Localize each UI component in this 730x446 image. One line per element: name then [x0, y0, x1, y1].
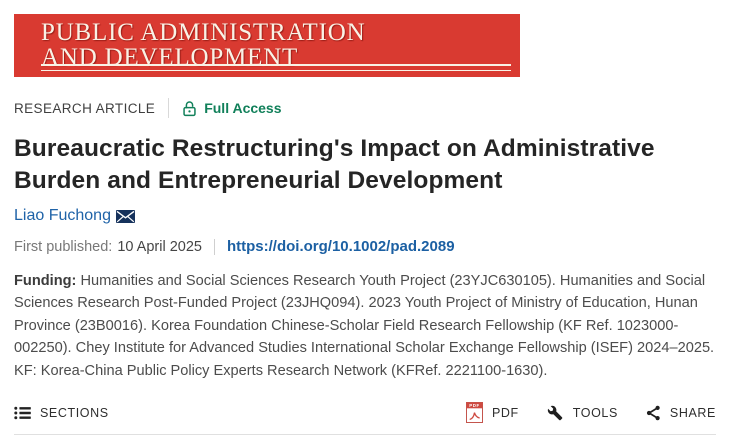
share-nodes-icon: [646, 405, 661, 421]
article-page: PUBLIC ADMINISTRATION AND DEVELOPMENT RE…: [14, 14, 716, 436]
author-row: Liao Fuchong: [14, 207, 716, 225]
tools-button[interactable]: TOOLS: [547, 404, 618, 421]
tools-label: TOOLS: [572, 405, 618, 420]
sections-button[interactable]: SECTIONS: [14, 406, 109, 420]
publication-row: First published: 10 April 2025 https://d…: [14, 238, 716, 255]
banner-double-rule: [41, 64, 511, 71]
pub-divider: [213, 238, 215, 255]
funding-label: Funding:: [14, 273, 77, 289]
journal-title-line1: PUBLIC ADMINISTRATION: [41, 19, 366, 46]
email-author-button[interactable]: [115, 209, 135, 223]
toolbar-right-group: PDF PDF TOOLS: [465, 402, 716, 424]
share-button[interactable]: SHARE: [646, 405, 716, 421]
wrench-icon: [547, 404, 564, 421]
funding-text: Humanities and Social Sciences Research …: [14, 273, 715, 379]
sections-label: SECTIONS: [40, 405, 109, 420]
article-toolbar: SECTIONS PDF PDF: [14, 402, 716, 424]
author-link[interactable]: Liao Fuchong: [14, 207, 111, 224]
pdf-button[interactable]: PDF PDF: [465, 402, 519, 424]
footer-divider-rule: [14, 434, 716, 436]
first-published-label: First published:: [14, 238, 113, 255]
first-published-date: 10 April 2025: [117, 238, 202, 255]
full-access-label: Full Access: [204, 100, 282, 116]
envelope-icon: [115, 209, 135, 223]
article-title: Bureaucratic Restructuring's Impact on A…: [14, 135, 655, 194]
full-access-badge[interactable]: Full Access: [182, 100, 282, 117]
svg-text:PDF: PDF: [469, 403, 480, 408]
article-type-label: RESEARCH ARTICLE: [14, 100, 156, 116]
list-icon: [14, 406, 31, 420]
journal-banner[interactable]: PUBLIC ADMINISTRATION AND DEVELOPMENT: [14, 14, 520, 77]
open-lock-icon: [182, 100, 197, 117]
meta-divider: [168, 98, 170, 118]
pdf-label: PDF: [491, 405, 519, 420]
funding-paragraph: Funding: Humanities and Social Sciences …: [14, 270, 716, 382]
article-meta-row: RESEARCH ARTICLE Full Access: [14, 98, 716, 118]
share-label: SHARE: [669, 405, 716, 420]
pdf-file-icon: PDF: [465, 402, 483, 424]
doi-link[interactable]: https://doi.org/10.1002/pad.2089: [226, 238, 455, 255]
